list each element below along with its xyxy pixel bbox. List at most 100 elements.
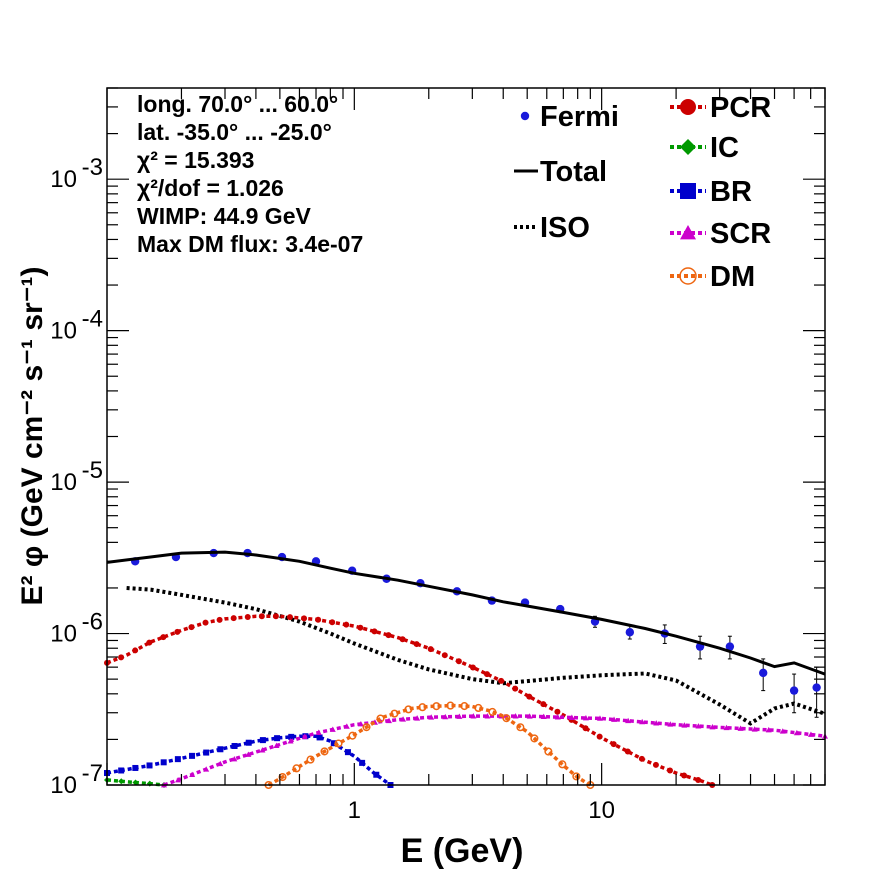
marker-scr	[779, 728, 786, 734]
marker-dm	[558, 760, 567, 769]
marker-pcr	[272, 613, 279, 620]
marker-pcr	[399, 636, 406, 643]
marker-scr	[470, 713, 477, 719]
marker-dm	[530, 734, 539, 743]
series-dm	[264, 701, 595, 790]
marker-scr	[484, 713, 491, 719]
legend-label: IC	[710, 132, 739, 164]
marker-pcr	[258, 613, 265, 620]
marker-dm	[376, 714, 385, 723]
marker-dm	[404, 705, 413, 714]
x-tick-label: 10	[588, 797, 615, 824]
marker-scr	[709, 723, 716, 730]
marker-br	[203, 749, 210, 756]
marker-scr	[667, 721, 674, 727]
series-line-pcr	[106, 614, 713, 787]
x-tick-label: 1	[348, 797, 361, 824]
legend-entry-scr: SCR	[670, 218, 771, 250]
marker-br	[373, 771, 380, 778]
info-line: Max DM flux: 3.4e-07	[137, 231, 363, 257]
fermi-data-point	[758, 668, 768, 678]
marker-scr	[596, 715, 603, 721]
legend-entry-pcr: PCR	[670, 92, 771, 124]
marker-pcr	[638, 755, 645, 762]
marker-dm	[544, 747, 553, 756]
marker-scr	[386, 717, 393, 724]
marker-scr	[611, 716, 618, 722]
marker-scr	[231, 755, 238, 762]
marker-pcr	[286, 614, 293, 621]
marker-br	[174, 756, 181, 763]
y-tick-exponent: -4	[82, 306, 103, 333]
marker-scr	[751, 726, 758, 732]
y-tick-exponent: -7	[82, 760, 103, 787]
marker-pcr	[667, 767, 674, 774]
marker-pcr	[244, 613, 251, 620]
marker-dm	[278, 773, 287, 782]
marker-br	[344, 749, 351, 756]
marker-pcr	[441, 652, 448, 659]
marker-dm	[348, 731, 357, 740]
marker-br	[316, 734, 323, 741]
marker-pcr	[455, 658, 462, 665]
marker-scr	[400, 716, 407, 722]
legend: Fermi Total ISO PCR IC BR SCR DM	[514, 92, 771, 293]
y-tick-base: 10	[50, 318, 77, 345]
marker-br	[288, 733, 295, 740]
series-scr	[160, 713, 828, 788]
series-pcr	[104, 613, 716, 788]
marker-scr	[582, 714, 589, 721]
marker-br	[245, 739, 252, 746]
y-tick-label: 10 -4	[50, 306, 103, 345]
y-tick-exponent: -5	[82, 457, 103, 484]
fermi-data-point	[812, 683, 821, 692]
marker-ic	[132, 779, 139, 786]
y-tick-base: 10	[50, 166, 77, 193]
info-line: χ² = 15.393	[137, 147, 254, 173]
x-axis-title: E (GeV)	[401, 832, 524, 870]
marker-dm	[502, 714, 511, 723]
y-tick-base: 10	[50, 772, 77, 799]
legend-marker	[680, 183, 696, 199]
marker-scr	[301, 733, 308, 740]
marker-pcr	[484, 671, 491, 678]
info-line: χ²/dof = 1.026	[137, 175, 284, 201]
legend-label: Total	[540, 156, 607, 188]
marker-br	[259, 737, 266, 744]
series-line-total	[106, 550, 826, 676]
marker-pcr	[512, 685, 519, 692]
series-layer	[104, 548, 828, 790]
marker-pcr	[554, 708, 561, 715]
marker-scr	[540, 713, 547, 720]
marker-dm	[418, 703, 427, 712]
marker-pcr	[132, 647, 139, 654]
marker-br	[189, 752, 196, 759]
marker-br	[160, 759, 167, 766]
marker-pcr	[469, 664, 476, 671]
y-tick-label: 10 -7	[50, 760, 103, 799]
marker-scr	[315, 729, 322, 735]
marker-pcr	[413, 641, 420, 648]
marker-pcr	[385, 632, 392, 639]
marker-dm	[474, 703, 483, 713]
marker-pcr	[315, 616, 322, 623]
info-box: long. 70.0° ... 60.0°lat. -35.0° ... -25…	[137, 91, 363, 257]
marker-pcr	[652, 761, 659, 768]
info-line: WIMP: 44.9 GeV	[137, 203, 311, 229]
marker-scr	[512, 713, 519, 719]
marker-dm	[306, 755, 315, 764]
y-tick-exponent: -6	[82, 609, 103, 636]
marker-br	[118, 767, 125, 774]
marker-scr	[428, 714, 435, 720]
marker-pcr	[596, 733, 603, 740]
marker-scr	[695, 723, 702, 729]
marker-pcr	[146, 639, 153, 646]
marker-pcr	[498, 677, 505, 684]
legend-entry-iso: ISO	[514, 212, 590, 244]
fermi-data-point	[789, 686, 799, 695]
marker-pcr	[610, 741, 617, 748]
marker-pcr	[695, 776, 702, 783]
marker-pcr	[202, 619, 209, 626]
